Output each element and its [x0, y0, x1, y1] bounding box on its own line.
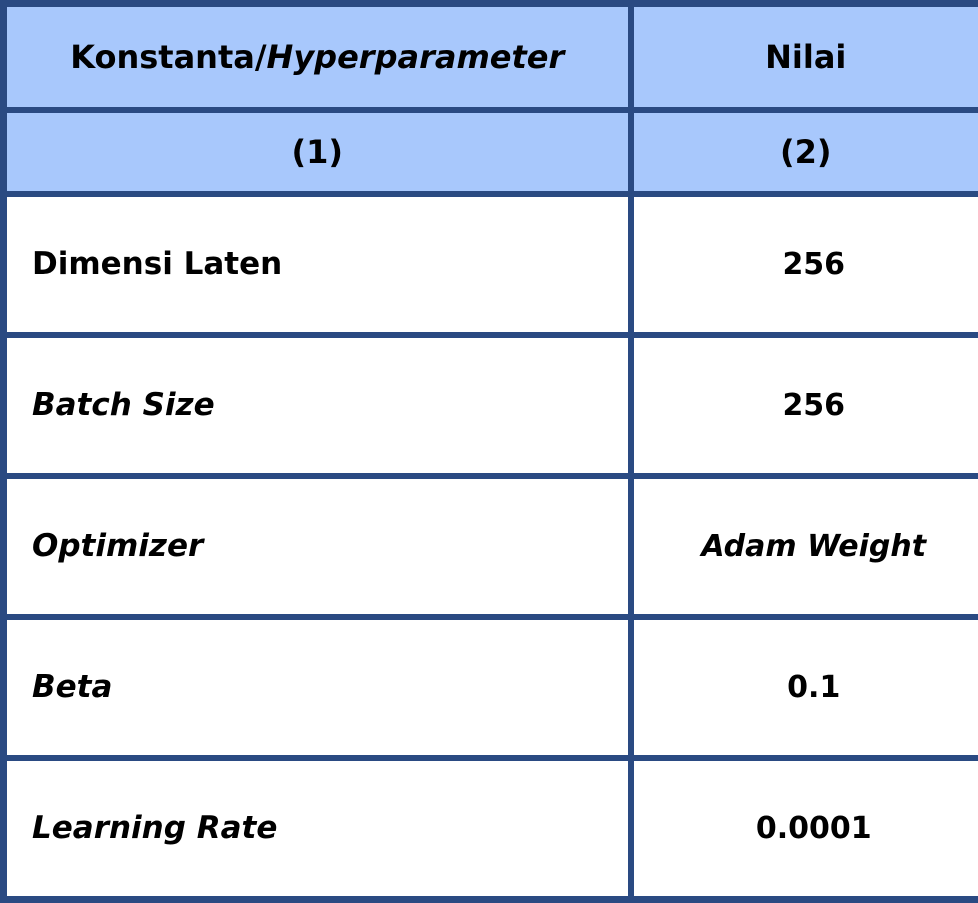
column-number-1: (1)	[4, 110, 631, 194]
row-value-batch-size: 256	[631, 335, 978, 476]
header-cell-konstanta: Konstanta/Hyperparameter	[4, 4, 631, 110]
table-row: Batch Size 256	[4, 335, 978, 476]
header-cell-nilai: Nilai	[631, 4, 978, 110]
table-row: Optimizer Adam Weight	[4, 476, 978, 617]
table-row: Learning Rate 0.0001	[4, 758, 978, 900]
header-hyperparameter-text: Hyperparameter	[267, 38, 565, 76]
row-label-batch-size: Batch Size	[4, 335, 631, 476]
row-label-learning-rate: Learning Rate	[4, 758, 631, 900]
column-number-row: (1) (2)	[4, 110, 978, 194]
header-konstanta-text: Konstanta/	[70, 38, 266, 76]
table-row: Beta 0.1	[4, 617, 978, 758]
row-value-beta: 0.1	[631, 617, 978, 758]
column-number-2: (2)	[631, 110, 978, 194]
row-label-beta: Beta	[4, 617, 631, 758]
header-row: Konstanta/Hyperparameter Nilai	[4, 4, 978, 110]
row-value-dimensi-laten: 256	[631, 194, 978, 335]
row-value-optimizer: Adam Weight	[631, 476, 978, 617]
table-row: Dimensi Laten 256	[4, 194, 978, 335]
row-label-dimensi-laten: Dimensi Laten	[4, 194, 631, 335]
row-value-learning-rate: 0.0001	[631, 758, 978, 900]
row-label-optimizer: Optimizer	[4, 476, 631, 617]
